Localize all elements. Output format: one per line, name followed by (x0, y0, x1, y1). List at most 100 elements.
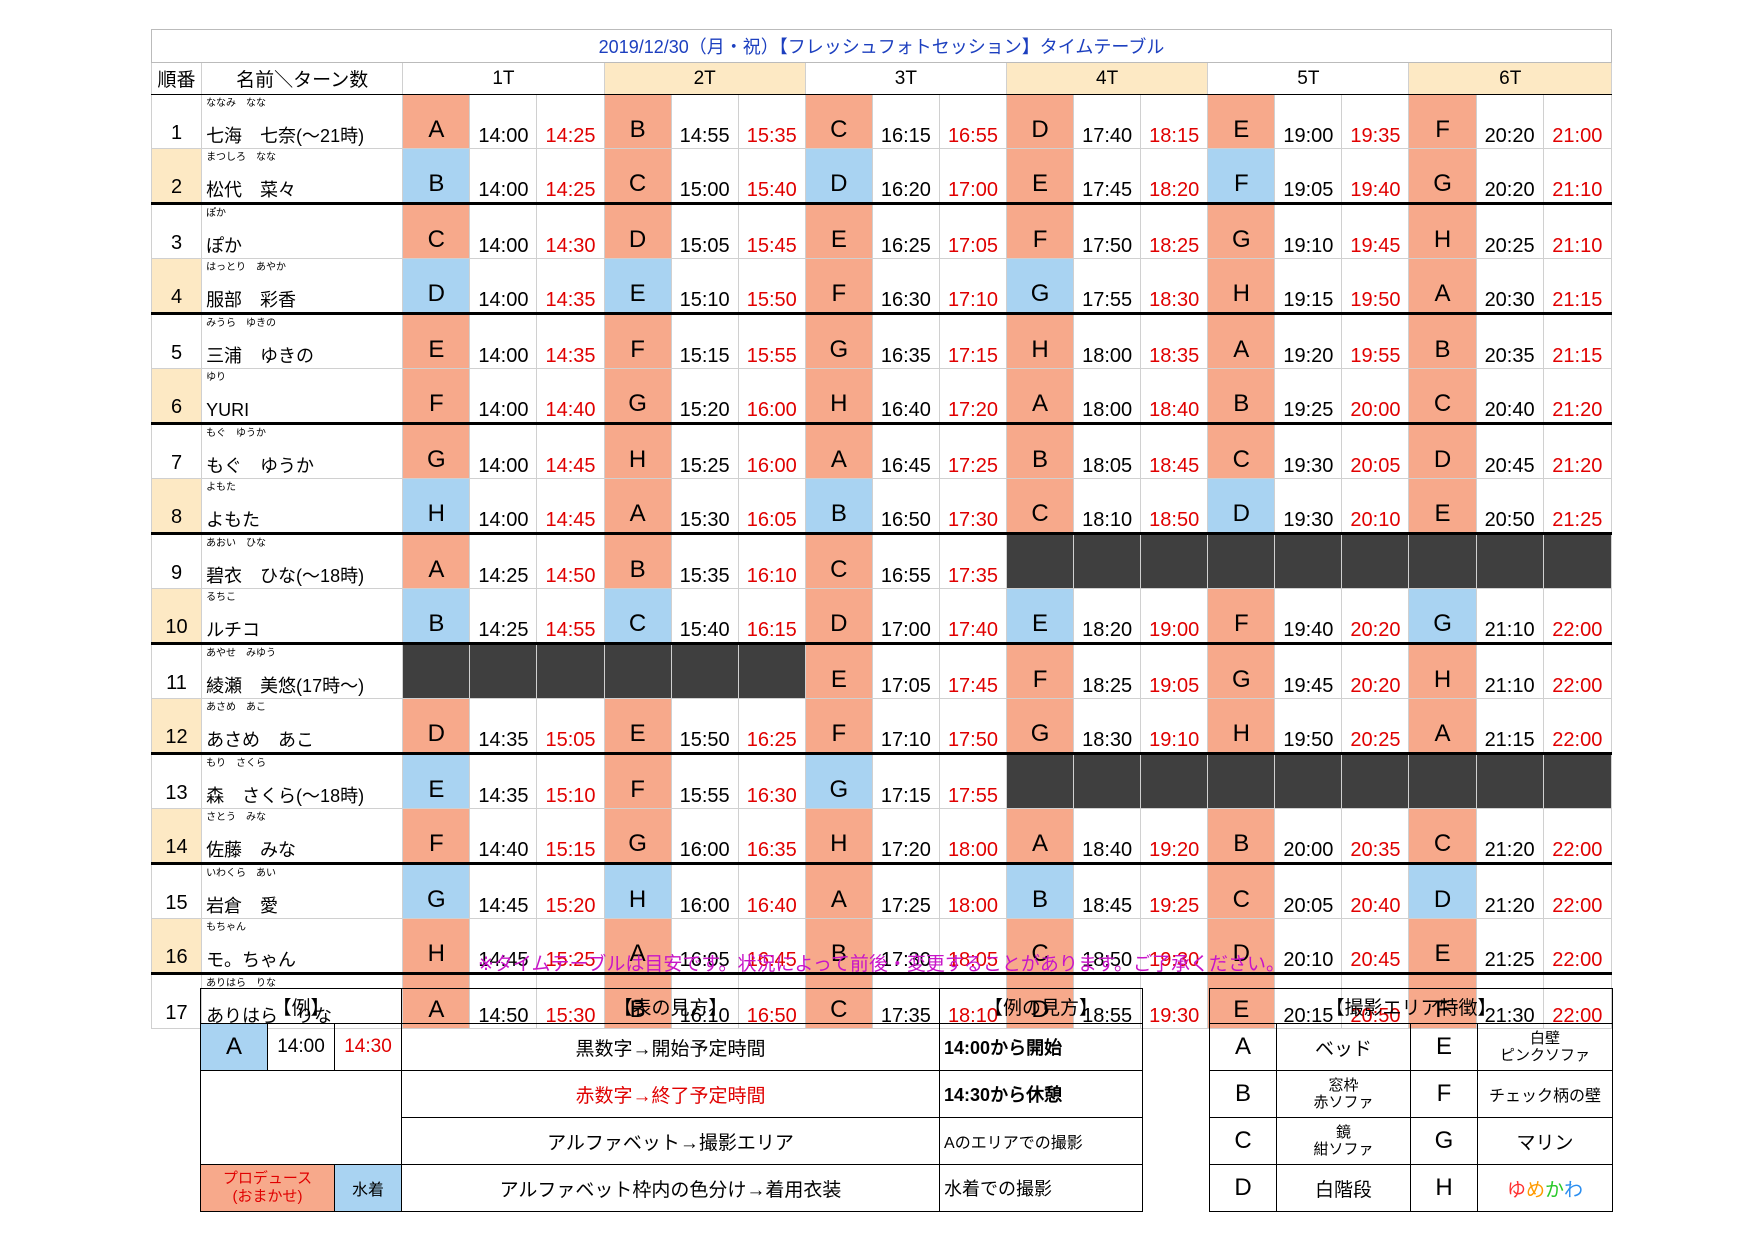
disclaimer-note: ※タイムテーブルは目安です。状況によって前後・変更することがあります。ご了承くだ… (477, 954, 1286, 975)
shoot-area: A (1408, 258, 1477, 314)
legend-example-start-text: 14:00から開始 (939, 1023, 1144, 1071)
empty-slot (1341, 752, 1410, 809)
start-time: 15:00 (670, 148, 739, 204)
end-time: 17:40 (938, 588, 1008, 644)
shoot-area: D (402, 698, 471, 754)
column-header-turn-1: 1T (402, 62, 605, 95)
shoot-area: G (603, 808, 672, 864)
shoot-area: H (1207, 698, 1276, 754)
shoot-area: F (1408, 94, 1477, 149)
performer-name: 佐藤 みな (206, 840, 297, 860)
table-row: 11 あやせ みゆう 綾瀬 美悠(17時～) E 17:05 17:45 F 18:25 19:… (150, 642, 1613, 699)
order-number: 4 (150, 258, 203, 314)
column-header-order: 順番 (150, 62, 203, 95)
shoot-area: B (402, 588, 471, 644)
start-time: 15:50 (670, 698, 739, 754)
shoot-area: G (1207, 202, 1276, 259)
end-time: 17:35 (938, 532, 1008, 589)
start-time: 17:05 (871, 642, 940, 699)
end-time: 14:25 (536, 94, 605, 149)
performer-name-cell: もちゃん モ。ちゃん (201, 918, 404, 974)
column-header-turn-3: 3T (804, 62, 1008, 95)
start-time: 18:25 (1073, 642, 1142, 699)
performer-name-reading: ありはら りな (206, 978, 277, 989)
shoot-area: F (402, 808, 471, 864)
start-time: 18:00 (1073, 368, 1142, 424)
order-number: 17 (150, 972, 203, 1029)
performer-name-cell: るちこ ルチコ (201, 588, 404, 644)
start-time: 16:15 (871, 94, 940, 149)
legend-explain-start: 黒数字→開始予定時間 (401, 1023, 941, 1071)
legend-produce-label: プロデュース (222, 1170, 313, 1187)
performer-name-cell: はっとり あやか 服部 彩香 (201, 258, 404, 314)
performer-name-reading: ゆり (206, 372, 227, 383)
end-time: 18:05 (938, 918, 1008, 974)
area-feature-row: B 窓枠 赤ソファ F チェック柄の壁 (1209, 1070, 1614, 1118)
area-description: ゆめかわ (1476, 1164, 1614, 1212)
end-time: 17:05 (938, 202, 1008, 259)
empty-slot (1207, 532, 1276, 589)
start-time: 21:15 (1475, 698, 1544, 754)
start-time: 16:35 (871, 312, 940, 369)
end-time: 19:05 (1140, 642, 1209, 699)
performer-name: YURI (206, 400, 250, 420)
end-time: 14:25 (536, 148, 605, 204)
shoot-area: E (603, 258, 672, 314)
area-key: E (1410, 1023, 1478, 1071)
performer-name-cell: さとう みな佐藤 みな (201, 808, 404, 864)
end-time: 19:20 (1140, 808, 1209, 864)
legend-explain-end: 赤数字→終了予定時間 (401, 1070, 941, 1118)
order-number: 8 (150, 478, 203, 534)
shoot-area: B (1006, 422, 1075, 479)
end-time: 21:15 (1542, 258, 1613, 314)
end-time: 19:55 (1341, 312, 1410, 369)
start-time: 21:20 (1475, 862, 1544, 919)
table-row: 16 もちゃん モ。ちゃん H 14:45 15:25 A 16:05 16:45 B 17:30 1… (150, 918, 1613, 974)
end-time: 16:15 (737, 588, 806, 644)
end-time: 15:55 (737, 312, 806, 369)
performer-name-reading: みうら ゆきの (206, 318, 277, 329)
performer-name-reading: さとう みな (206, 812, 267, 823)
performer-name-reading: もり さくら (206, 758, 267, 769)
start-time: 19:05 (1274, 148, 1343, 204)
performer-name-reading: ななみ なな (206, 98, 267, 109)
order-number: 16 (150, 918, 203, 974)
start-time: 17:00 (871, 588, 940, 644)
start-time: 21:10 (1475, 588, 1544, 644)
shoot-area: H (1408, 202, 1477, 259)
legend-example-heading: 【例】 (199, 988, 403, 1024)
shoot-area: B (603, 94, 672, 149)
start-time: 16:20 (871, 148, 940, 204)
empty-slot (1073, 532, 1142, 589)
order-number: 3 (150, 202, 203, 259)
end-time: 15:10 (536, 752, 605, 809)
shoot-area: C (1207, 422, 1276, 479)
start-time: 17:30 (871, 918, 940, 974)
performer-name-reading: よもた (206, 482, 237, 493)
shoot-area: B (804, 478, 873, 534)
shoot-area: H (402, 478, 471, 534)
shoot-area: G (804, 312, 873, 369)
shoot-area: H (402, 918, 471, 974)
legend-example-howto-heading: 【例の見方】 (939, 988, 1144, 1024)
performer-name-reading: はっとり あやか (206, 262, 287, 273)
shoot-area: G (1207, 642, 1276, 699)
end-time: 20:05 (1341, 422, 1410, 479)
area-description: 窓枠 赤ソファ (1276, 1070, 1411, 1118)
performer-name: 松代 菜々 (206, 180, 297, 200)
order-number: 14 (150, 808, 203, 864)
start-time: 16:05 (670, 918, 739, 974)
legend-example-area-text: Aのエリアでの撮影 (939, 1117, 1144, 1165)
end-time: 15:35 (737, 94, 806, 149)
shoot-area: G (402, 862, 471, 919)
start-time: 18:45 (1073, 862, 1142, 919)
legend-produce-sublabel: (おまかせ) (232, 1188, 303, 1205)
empty-slot (469, 642, 538, 699)
shoot-area: C (1006, 478, 1075, 534)
start-time: 14:40 (469, 808, 538, 864)
end-time: 18:50 (1140, 478, 1209, 534)
start-time: 15:10 (670, 258, 739, 314)
end-time: 19:50 (1341, 258, 1410, 314)
start-time: 19:30 (1274, 478, 1343, 534)
empty-slot (1140, 752, 1209, 809)
